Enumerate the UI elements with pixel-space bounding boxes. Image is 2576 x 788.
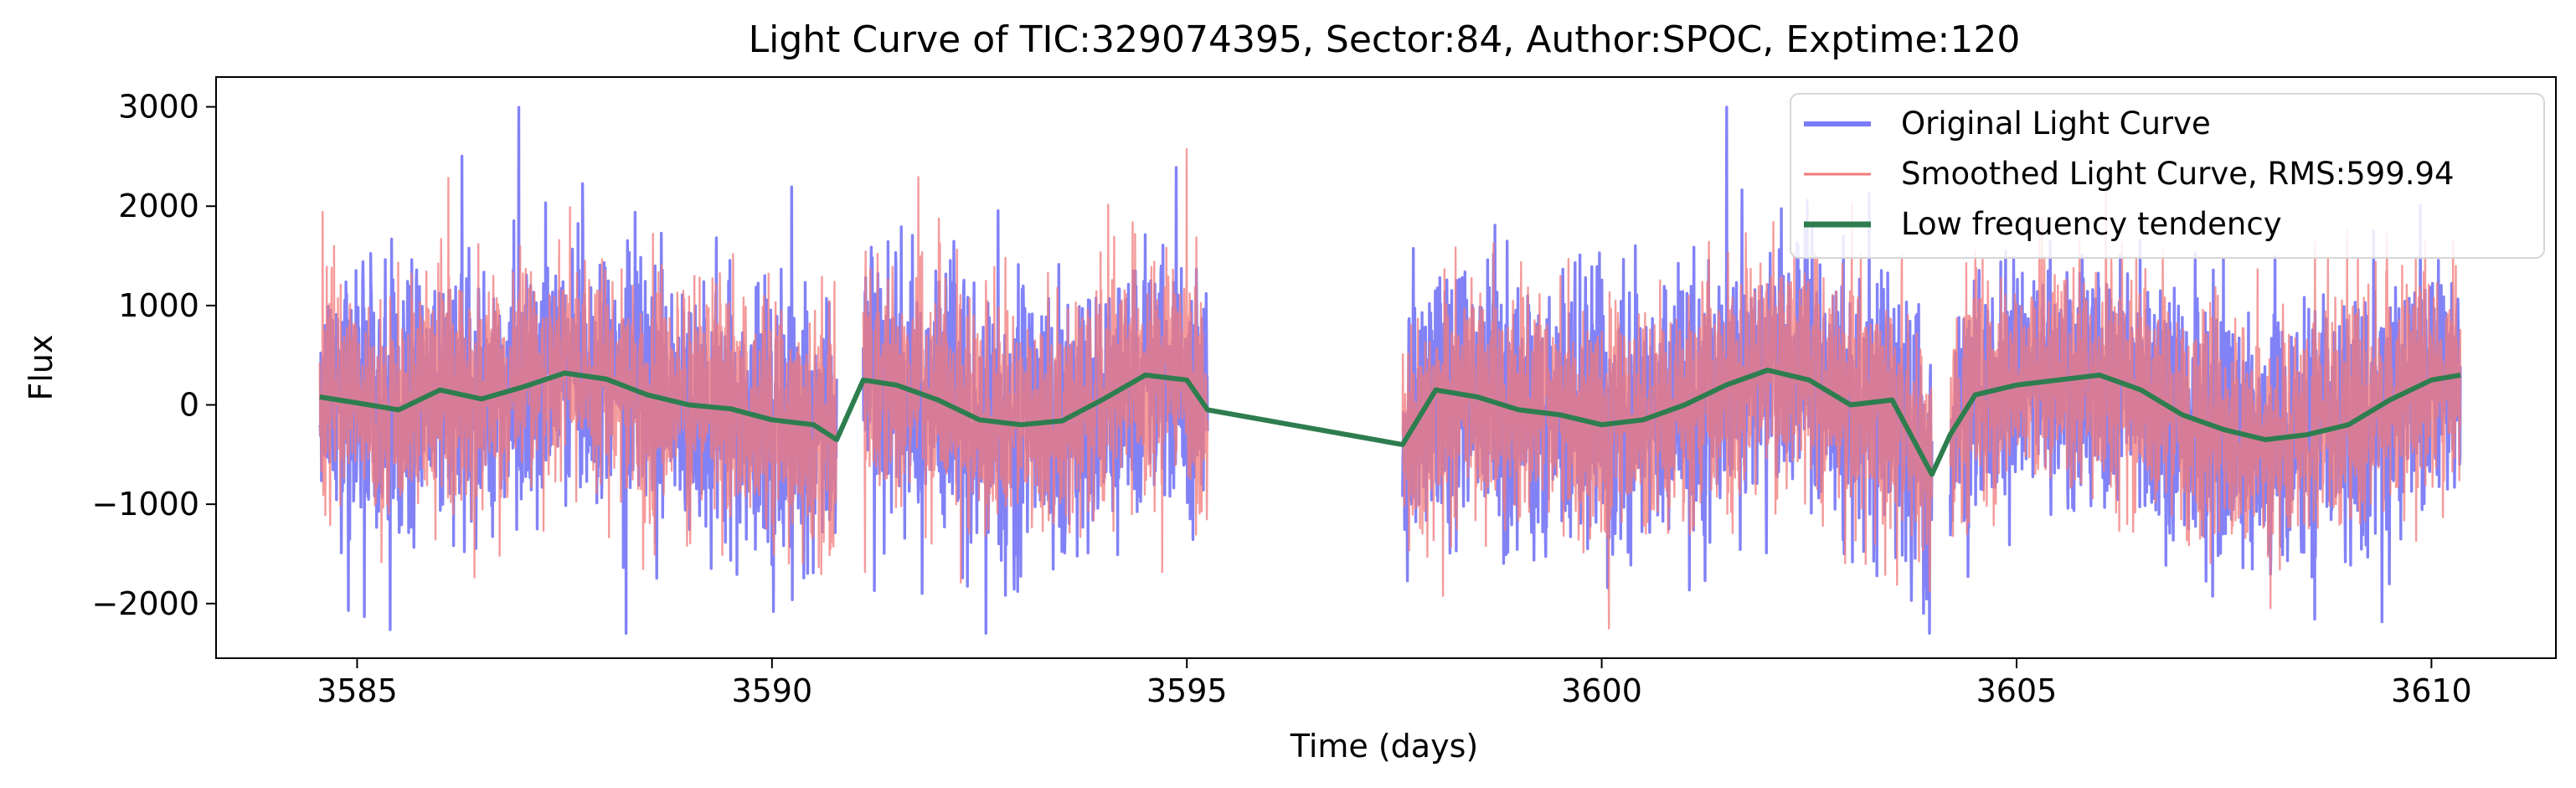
y-tick-label: −2000: [91, 585, 199, 622]
chart-title: Light Curve of TIC:329074395, Sector:84,…: [749, 18, 2021, 61]
legend-box: [1790, 93, 2545, 259]
x-tick-label: 3595: [1146, 672, 1228, 709]
x-tick-label: 3610: [2391, 672, 2472, 709]
series-low-frequency-tendency: [319, 368, 2461, 477]
y-tick-label: 1000: [118, 287, 199, 324]
x-axis: 3585 3590 3595 3600 3605 3610: [317, 658, 2472, 709]
plot-area: [318, 106, 2462, 635]
x-tick-label: 3600: [1561, 672, 1642, 709]
y-axis: −2000 −1000 0 1000 2000 3000: [91, 89, 216, 622]
legend-label-trend: Low frequency tendency: [1901, 206, 2282, 242]
x-tick-label: 3605: [1976, 672, 2058, 709]
y-tick-label: −1000: [91, 486, 199, 523]
legend-label-original: Original Light Curve: [1901, 106, 2211, 142]
y-tick-label: 2000: [118, 188, 199, 224]
y-tick-label: 0: [179, 386, 199, 423]
legend-label-smoothed: Smoothed Light Curve, RMS:599.94: [1901, 156, 2455, 192]
y-tick-label: 3000: [118, 89, 199, 126]
x-axis-label: Time (days): [1290, 728, 1478, 765]
series-smoothed-light-curve: [318, 147, 2462, 630]
y-axis-label: Flux: [23, 335, 59, 401]
legend: Original Light Curve Smoothed Light Curv…: [1790, 93, 2545, 259]
x-tick-label: 3585: [317, 672, 398, 709]
x-tick-label: 3590: [731, 672, 812, 709]
axes-frame: [215, 76, 2557, 659]
